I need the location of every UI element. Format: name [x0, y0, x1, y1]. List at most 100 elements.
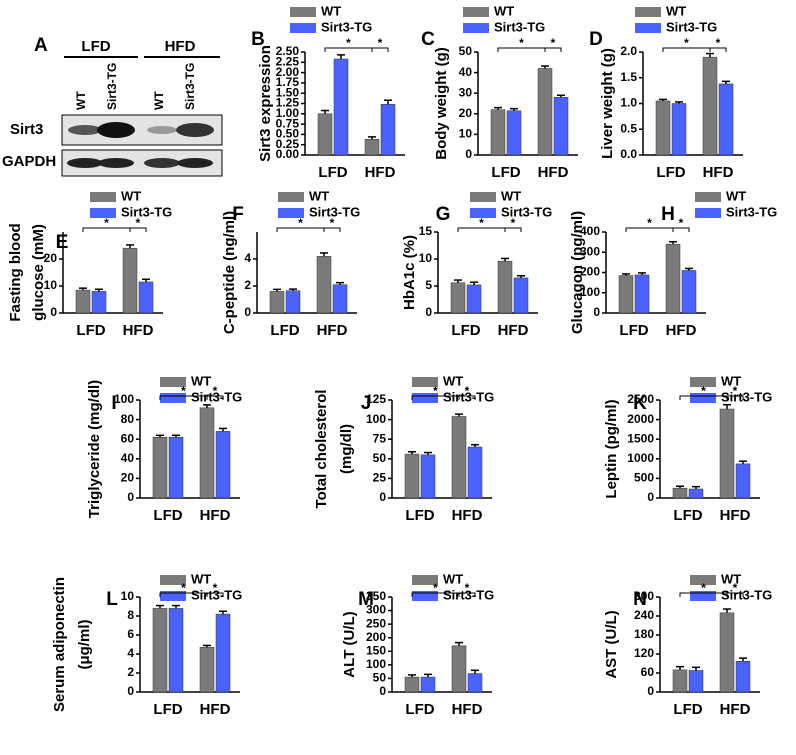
significance-label: *	[465, 581, 470, 595]
y-tick-label: 300	[580, 244, 600, 258]
significance-label: *	[716, 36, 721, 50]
legend-swatch	[463, 7, 489, 17]
significance-label: *	[213, 581, 218, 595]
y-tick-label: 150	[366, 643, 386, 657]
panel-letter: C	[421, 29, 435, 50]
significance-bracket	[206, 395, 224, 400]
significance-label: *	[181, 384, 186, 398]
legend-label: WT	[443, 571, 463, 586]
legend-label: Sirt3-TG	[721, 389, 772, 404]
y-tick-label: 120	[634, 646, 654, 660]
significance-bracket	[504, 227, 522, 232]
panel-letter: K	[633, 393, 647, 414]
y-tick-label: 2000	[627, 412, 654, 426]
y-tick-label: 75	[373, 431, 387, 445]
legend-swatch	[463, 23, 489, 33]
bar	[285, 290, 301, 314]
y-tick-label: 0	[647, 490, 654, 504]
lane-label: Sirt3-TG	[183, 63, 197, 110]
legend-label: Sirt3-TG	[191, 587, 242, 602]
y-tick-label: 0	[647, 684, 654, 698]
significance-label: *	[433, 384, 438, 398]
y-tick-label: 0.50	[276, 127, 300, 141]
y-tick-label: 500	[634, 471, 654, 485]
significance-bracket	[544, 47, 562, 52]
bar	[199, 647, 215, 693]
y-tick-label: 0.75	[276, 116, 300, 130]
x-tick-label: HFD	[703, 164, 734, 181]
y-tick-label: 0.5	[620, 121, 637, 135]
legend-label: Sirt3-TG	[721, 587, 772, 602]
significance-label: *	[551, 36, 556, 50]
bar	[269, 291, 285, 314]
bar	[672, 487, 688, 499]
legend-swatch	[160, 575, 186, 585]
bar	[168, 436, 184, 499]
panel-letter: L	[106, 589, 118, 610]
legend-swatch	[160, 591, 186, 601]
bar	[168, 608, 184, 693]
legend-label: WT	[443, 373, 463, 388]
legend-swatch	[90, 192, 116, 202]
significance-bracket	[726, 592, 744, 597]
y-tick-label: 2.0	[620, 44, 637, 58]
significance-bracket	[129, 227, 147, 232]
panel-letter: I	[111, 393, 116, 414]
x-tick-label: HFD	[200, 507, 231, 524]
bar	[497, 260, 513, 314]
significance-label: *	[330, 216, 335, 230]
bar	[380, 104, 396, 156]
x-tick-label: HFD	[123, 322, 154, 339]
bar	[719, 408, 735, 499]
significance-label: *	[213, 384, 218, 398]
x-tick-label: HFD	[498, 322, 529, 339]
y-tick-label: 25	[373, 471, 387, 485]
x-tick-label: LFD	[673, 701, 702, 718]
bar	[450, 282, 466, 314]
significance-bracket	[709, 47, 727, 52]
x-tick-label: HFD	[720, 701, 751, 718]
y-axis-label: Sirt3 expression	[257, 45, 274, 162]
y-tick-label: 4	[127, 646, 134, 660]
y-axis-label: Total cholesterol	[313, 390, 330, 509]
y-tick-label: 15	[419, 224, 433, 238]
y-axis-label: glucose (mM)	[30, 224, 47, 321]
y-tick-label: 80	[121, 412, 135, 426]
band	[176, 123, 214, 137]
significance-label: *	[181, 581, 186, 595]
legend-label: WT	[721, 373, 741, 388]
significance-label: *	[519, 36, 524, 50]
bar	[152, 436, 168, 499]
bar	[719, 612, 735, 693]
legend-swatch	[635, 23, 661, 33]
y-axis-label: Triglyceride (mg/dl)	[86, 380, 103, 518]
lane-label: WT	[152, 91, 166, 110]
bar	[91, 291, 107, 314]
x-tick-label: LFD	[76, 322, 105, 339]
significance-label: *	[433, 581, 438, 595]
panel-letter: D	[589, 29, 603, 50]
legend-label: WT	[121, 188, 141, 203]
x-tick-label: LFD	[656, 164, 685, 181]
legend-label: Sirt3-TG	[309, 204, 360, 219]
band	[67, 158, 103, 168]
bar	[215, 431, 231, 499]
y-tick-label: 100	[114, 392, 134, 406]
legend-swatch	[690, 377, 716, 387]
bar	[316, 256, 332, 314]
panel-letter: E	[56, 232, 69, 253]
lane-label: WT	[74, 91, 88, 110]
y-tick-label: 40	[121, 451, 135, 465]
bar	[364, 139, 380, 156]
bar	[466, 284, 482, 314]
x-tick-label: LFD	[153, 507, 182, 524]
bar	[537, 68, 553, 156]
legend-label: Sirt3-TG	[726, 204, 777, 219]
y-tick-label: 0.00	[276, 147, 300, 161]
band	[68, 125, 102, 135]
y-tick-label: 300	[634, 589, 654, 603]
bar	[735, 463, 751, 499]
y-tick-label: 30	[459, 85, 473, 99]
legend-swatch	[160, 377, 186, 387]
